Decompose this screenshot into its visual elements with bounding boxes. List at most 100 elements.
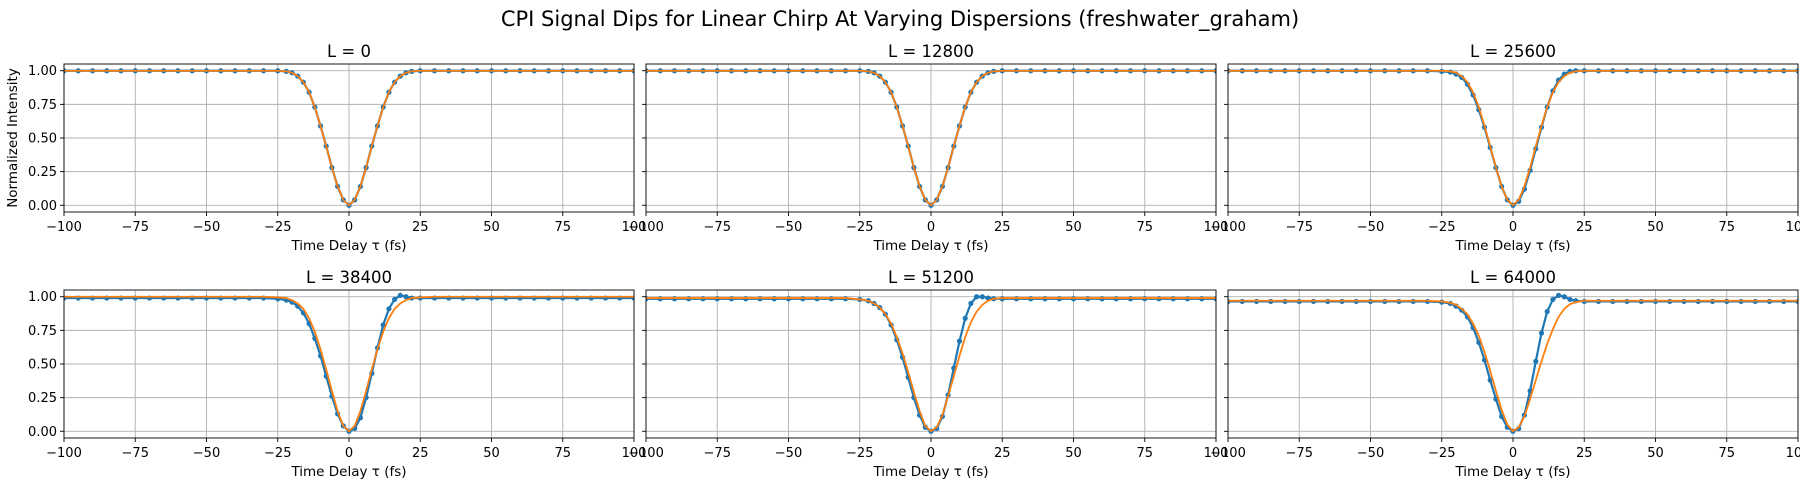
subplot-2: −100 −75 −50 −25 0 25 50 75 100 L = 12800 Time Del… [628, 42, 1228, 254]
data-point [1538, 330, 1545, 336]
x-axis-label: Time Delay τ (fs) [872, 464, 988, 480]
x-tick-label: 25 [412, 220, 429, 235]
data-point [1567, 296, 1573, 303]
data-point [392, 296, 398, 303]
x-tick-label: −25 [846, 446, 873, 461]
figure-title: CPI Signal Dips for Linear Chirp At Vary… [501, 7, 1299, 32]
x-tick-label: 75 [1718, 446, 1735, 461]
y-axis-label: Normalized Intensity [5, 68, 21, 208]
fit-series-line [646, 297, 1216, 433]
y-tick-label: 0.25 [28, 391, 57, 406]
y-tick-label: 0.75 [28, 98, 57, 113]
y-tick-label: 0.25 [28, 165, 57, 180]
subplot-title: L = 12800 [888, 42, 974, 61]
plot-area [646, 294, 1216, 434]
data-point [1533, 358, 1539, 364]
fit-series-line [64, 69, 634, 207]
x-tick-label: −25 [264, 220, 291, 235]
x-tick-label: −100 [1210, 220, 1246, 235]
x-tick-label: 100 [1204, 220, 1229, 235]
subplot-title: L = 38400 [306, 268, 392, 287]
x-tick-label: 50 [1065, 220, 1082, 235]
x-tick-label: −50 [775, 446, 802, 461]
data-point [1550, 296, 1556, 303]
x-tick-label: −25 [846, 220, 873, 235]
x-tick-label: −100 [1210, 446, 1246, 461]
x-tick-label: 0 [927, 220, 935, 235]
x-tick-label: −75 [704, 220, 731, 235]
y-tick-label: 0.75 [28, 324, 57, 339]
fit-series-line [64, 295, 634, 433]
plot-area [1228, 292, 1798, 434]
plot-area [64, 68, 634, 208]
x-tick-label: 25 [994, 446, 1011, 461]
data-point [403, 294, 409, 300]
x-tick-label: −75 [122, 220, 149, 235]
y-tick-label: 0.50 [28, 132, 57, 147]
data-point [979, 294, 985, 300]
subplot-title: L = 25600 [1470, 42, 1556, 61]
plot-area [646, 68, 1216, 208]
x-tick-label: −50 [193, 220, 220, 235]
x-tick-label: −100 [628, 446, 664, 461]
x-tick-label: −50 [1357, 220, 1384, 235]
x-tick-label: 50 [1647, 220, 1664, 235]
x-axis-label: Time Delay τ (fs) [1454, 238, 1570, 254]
x-tick-label: −75 [704, 446, 731, 461]
x-tick-label: 0 [345, 220, 353, 235]
fit-series-line [646, 69, 1216, 207]
y-tick-label: 0.00 [28, 199, 57, 214]
plot-area [1228, 68, 1798, 208]
fit-series-line [1228, 69, 1798, 207]
x-axis-label: Time Delay τ (fs) [290, 464, 406, 480]
x-tick-label: −75 [1286, 220, 1313, 235]
subplot-title: L = 64000 [1470, 268, 1556, 287]
x-tick-label: 0 [1509, 446, 1517, 461]
data-point [968, 300, 974, 307]
x-tick-label: 50 [1065, 446, 1082, 461]
x-tick-label: −25 [264, 446, 291, 461]
x-tick-label: 75 [1136, 220, 1153, 235]
x-tick-label: 50 [483, 220, 500, 235]
x-tick-label: 100 [622, 220, 647, 235]
x-tick-label: 25 [994, 220, 1011, 235]
subplot-4: −100 −75 −50 −25 0 25 50 75 100 0.00 0.25 0.50 0.75 1… [28, 268, 646, 480]
data-point [1544, 308, 1550, 315]
x-axis-label: Time Delay τ (fs) [872, 238, 988, 254]
x-tick-label: 100 [622, 446, 647, 461]
x-tick-label: 75 [554, 446, 571, 461]
x-tick-label: −50 [1357, 446, 1384, 461]
subplot-title: L = 51200 [888, 268, 974, 287]
x-tick-label: 25 [1576, 220, 1593, 235]
x-tick-label: 50 [1647, 446, 1664, 461]
subplot-title: L = 0 [327, 42, 371, 61]
x-axis-label: Time Delay τ (fs) [1454, 464, 1570, 480]
x-tick-label: 75 [1136, 446, 1153, 461]
x-tick-label: −25 [1428, 220, 1455, 235]
x-tick-label: 0 [1509, 220, 1517, 235]
x-tick-label: −50 [775, 220, 802, 235]
subplot-1: −100 −75 −50 −25 0 25 50 75 100 0.00 0.25 0.50 0.75 1… [5, 42, 646, 254]
y-tick-label: 0.50 [28, 358, 57, 373]
data-point [962, 315, 968, 321]
x-tick-label: 100 [1786, 220, 1800, 235]
x-tick-label: 100 [1786, 446, 1800, 461]
data-point [1487, 377, 1493, 383]
x-tick-label: −75 [1286, 446, 1313, 461]
x-tick-label: 100 [1204, 446, 1229, 461]
subplot-grid: −100 −75 −50 −25 0 25 50 75 100 0.00 0.25 0.50 0.75 1… [5, 42, 1800, 480]
x-tick-label: 50 [483, 446, 500, 461]
x-tick-label: −75 [122, 446, 149, 461]
x-axis-label: Time Delay τ (fs) [290, 238, 406, 254]
x-tick-label: 25 [412, 446, 429, 461]
x-tick-label: 25 [1576, 446, 1593, 461]
data-point [380, 322, 386, 328]
x-tick-label: −100 [46, 220, 82, 235]
data-point [397, 292, 403, 298]
subplot-3: −100 −75 −50 −25 0 25 50 75 100 L = 25600 Time Del… [1210, 42, 1800, 254]
data-point [1556, 292, 1562, 298]
x-tick-label: 0 [927, 446, 935, 461]
plot-area [64, 292, 634, 434]
x-tick-label: −50 [193, 446, 220, 461]
